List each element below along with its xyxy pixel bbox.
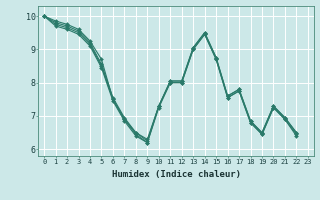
X-axis label: Humidex (Indice chaleur): Humidex (Indice chaleur)	[111, 170, 241, 179]
